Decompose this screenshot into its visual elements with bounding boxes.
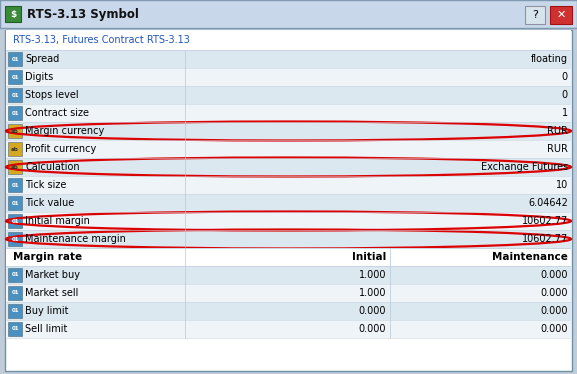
- FancyBboxPatch shape: [6, 194, 571, 212]
- Text: Spread: Spread: [25, 54, 59, 64]
- FancyBboxPatch shape: [6, 104, 571, 122]
- Text: ab: ab: [11, 129, 19, 134]
- FancyBboxPatch shape: [8, 178, 22, 192]
- Text: 0: 0: [562, 72, 568, 82]
- FancyBboxPatch shape: [0, 0, 577, 28]
- FancyBboxPatch shape: [5, 6, 21, 22]
- FancyBboxPatch shape: [8, 124, 22, 138]
- FancyBboxPatch shape: [6, 122, 571, 140]
- Text: Sell limit: Sell limit: [25, 324, 68, 334]
- Text: 1.000: 1.000: [358, 270, 386, 280]
- FancyBboxPatch shape: [8, 88, 22, 102]
- Text: 01: 01: [11, 200, 18, 205]
- Text: 01: 01: [11, 92, 18, 98]
- FancyBboxPatch shape: [6, 140, 571, 158]
- FancyBboxPatch shape: [6, 266, 571, 284]
- Text: Margin rate: Margin rate: [13, 252, 82, 262]
- FancyBboxPatch shape: [6, 158, 571, 176]
- Text: Profit currency: Profit currency: [25, 144, 96, 154]
- Text: 1.000: 1.000: [358, 288, 386, 298]
- Text: Margin currency: Margin currency: [25, 126, 104, 136]
- FancyBboxPatch shape: [8, 232, 22, 246]
- Text: RTS-3.13 Symbol: RTS-3.13 Symbol: [27, 7, 139, 21]
- Text: Calculation: Calculation: [25, 162, 80, 172]
- Text: 10: 10: [556, 180, 568, 190]
- Text: Maintenance: Maintenance: [492, 252, 568, 262]
- Text: RUR: RUR: [547, 144, 568, 154]
- Text: ab: ab: [11, 165, 19, 169]
- Text: 10602.77: 10602.77: [522, 234, 568, 244]
- Text: Digits: Digits: [25, 72, 53, 82]
- Text: 01: 01: [11, 56, 18, 61]
- FancyBboxPatch shape: [6, 248, 571, 266]
- FancyBboxPatch shape: [550, 6, 572, 24]
- FancyBboxPatch shape: [8, 70, 22, 84]
- FancyBboxPatch shape: [8, 142, 22, 156]
- FancyBboxPatch shape: [8, 196, 22, 210]
- Text: Tick size: Tick size: [25, 180, 66, 190]
- Text: Market buy: Market buy: [25, 270, 80, 280]
- FancyBboxPatch shape: [6, 212, 571, 230]
- FancyBboxPatch shape: [525, 6, 545, 24]
- FancyBboxPatch shape: [6, 302, 571, 320]
- Text: RTS-3.13, Futures Contract RTS-3.13: RTS-3.13, Futures Contract RTS-3.13: [13, 35, 190, 45]
- FancyBboxPatch shape: [8, 286, 22, 300]
- Text: 0: 0: [562, 90, 568, 100]
- Text: 01: 01: [11, 327, 18, 331]
- FancyBboxPatch shape: [5, 30, 572, 371]
- Text: 6.04642: 6.04642: [528, 198, 568, 208]
- Text: 01: 01: [11, 291, 18, 295]
- FancyBboxPatch shape: [8, 160, 22, 174]
- Text: 0.000: 0.000: [358, 324, 386, 334]
- Text: ab: ab: [11, 147, 19, 151]
- Text: 0.000: 0.000: [541, 288, 568, 298]
- Text: 0.000: 0.000: [358, 306, 386, 316]
- Text: 01: 01: [11, 110, 18, 116]
- FancyBboxPatch shape: [6, 230, 571, 248]
- FancyBboxPatch shape: [6, 50, 571, 68]
- Text: $: $: [10, 9, 16, 18]
- FancyBboxPatch shape: [8, 268, 22, 282]
- Text: Tick value: Tick value: [25, 198, 74, 208]
- Text: Market sell: Market sell: [25, 288, 78, 298]
- FancyBboxPatch shape: [6, 176, 571, 194]
- FancyBboxPatch shape: [6, 30, 571, 50]
- Text: 0.000: 0.000: [541, 270, 568, 280]
- Text: 01: 01: [11, 218, 18, 224]
- Text: Initial margin: Initial margin: [25, 216, 90, 226]
- Text: 01: 01: [11, 183, 18, 187]
- Text: Buy limit: Buy limit: [25, 306, 69, 316]
- Text: floating: floating: [531, 54, 568, 64]
- FancyBboxPatch shape: [6, 320, 571, 338]
- Text: 0.000: 0.000: [541, 324, 568, 334]
- Text: 0.000: 0.000: [541, 306, 568, 316]
- FancyBboxPatch shape: [6, 86, 571, 104]
- Text: 01: 01: [11, 309, 18, 313]
- FancyBboxPatch shape: [6, 68, 571, 86]
- Text: Exchange Futures: Exchange Futures: [481, 162, 568, 172]
- Text: RUR: RUR: [547, 126, 568, 136]
- Text: 01: 01: [11, 236, 18, 242]
- Text: Contract size: Contract size: [25, 108, 89, 118]
- Text: 10602.77: 10602.77: [522, 216, 568, 226]
- Text: Stops level: Stops level: [25, 90, 78, 100]
- FancyBboxPatch shape: [8, 214, 22, 228]
- FancyBboxPatch shape: [6, 284, 571, 302]
- Text: Maintenance margin: Maintenance margin: [25, 234, 126, 244]
- FancyBboxPatch shape: [8, 322, 22, 336]
- Text: 1: 1: [562, 108, 568, 118]
- FancyBboxPatch shape: [8, 304, 22, 318]
- Text: 01: 01: [11, 273, 18, 278]
- Text: ✕: ✕: [556, 10, 565, 20]
- Text: Initial: Initial: [352, 252, 386, 262]
- Text: ?: ?: [532, 10, 538, 20]
- Text: 01: 01: [11, 74, 18, 80]
- FancyBboxPatch shape: [8, 106, 22, 120]
- FancyBboxPatch shape: [8, 52, 22, 66]
